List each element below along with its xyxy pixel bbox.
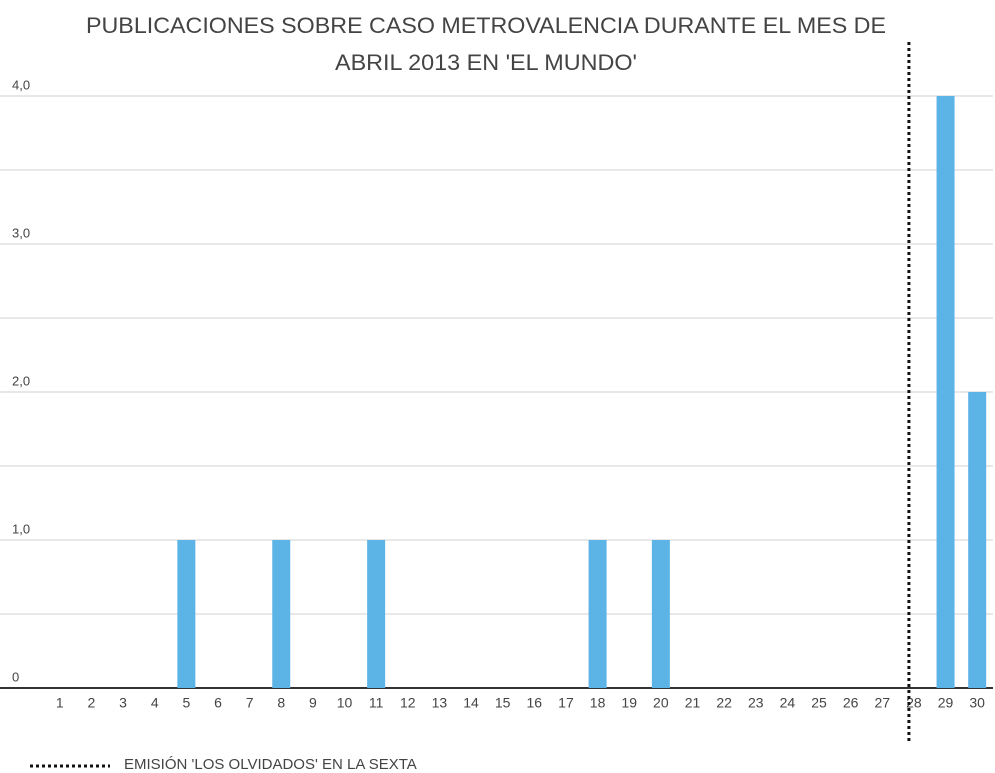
- x-tick-label: 11: [369, 695, 384, 711]
- x-tick-label: 14: [463, 695, 479, 711]
- x-tick-label: 17: [558, 695, 574, 711]
- x-tick-label: 23: [748, 695, 764, 711]
- bar: [968, 392, 987, 688]
- y-tick-label: 3,0: [12, 225, 30, 240]
- bar: [367, 540, 386, 688]
- y-tick-label: 1,0: [12, 521, 30, 536]
- x-tick-label: 6: [214, 695, 222, 711]
- x-tick-label: 12: [400, 695, 416, 711]
- y-tick-label: 2,0: [12, 373, 30, 388]
- x-tick-label: 9: [309, 695, 317, 711]
- x-tick-label: 19: [621, 695, 637, 711]
- bar: [936, 96, 955, 688]
- x-tick-label: 16: [527, 695, 543, 711]
- bar: [272, 540, 291, 688]
- chart-title: ABRIL 2013 EN 'EL MUNDO': [335, 50, 637, 75]
- x-tick-label: 2: [88, 695, 96, 711]
- x-tick-label: 22: [716, 695, 732, 711]
- x-tick-label: 20: [653, 695, 669, 711]
- x-tick-label: 25: [811, 695, 827, 711]
- x-tick-label: 8: [277, 695, 285, 711]
- x-tick-label: 4: [151, 695, 159, 711]
- x-tick-label: 18: [590, 695, 606, 711]
- legend-label: EMISIÓN 'LOS OLVIDADOS' EN LA SEXTA: [124, 756, 417, 773]
- y-tick-label: 4,0: [12, 77, 30, 92]
- x-tick-label: 15: [495, 695, 511, 711]
- x-tick-label: 26: [843, 695, 859, 711]
- x-tick-label: 7: [246, 695, 254, 711]
- x-tick-label: 29: [938, 695, 954, 711]
- x-tick-label: 30: [969, 695, 985, 711]
- x-tick-label: 27: [874, 695, 890, 711]
- x-tick-label: 3: [119, 695, 127, 711]
- x-tick-label: 5: [182, 695, 190, 711]
- y-tick-label: 0: [12, 669, 19, 684]
- x-tick-label: 13: [432, 695, 448, 711]
- x-tick-label: 1: [56, 695, 64, 711]
- x-tick-label: 21: [685, 695, 701, 711]
- x-tick-label: 24: [780, 695, 796, 711]
- chart-title: PUBLICACIONES SOBRE CASO METROVALENCIA D…: [86, 13, 886, 38]
- x-tick-label: 10: [337, 695, 353, 711]
- bar: [177, 540, 196, 688]
- bar: [651, 540, 670, 688]
- bar: [588, 540, 607, 688]
